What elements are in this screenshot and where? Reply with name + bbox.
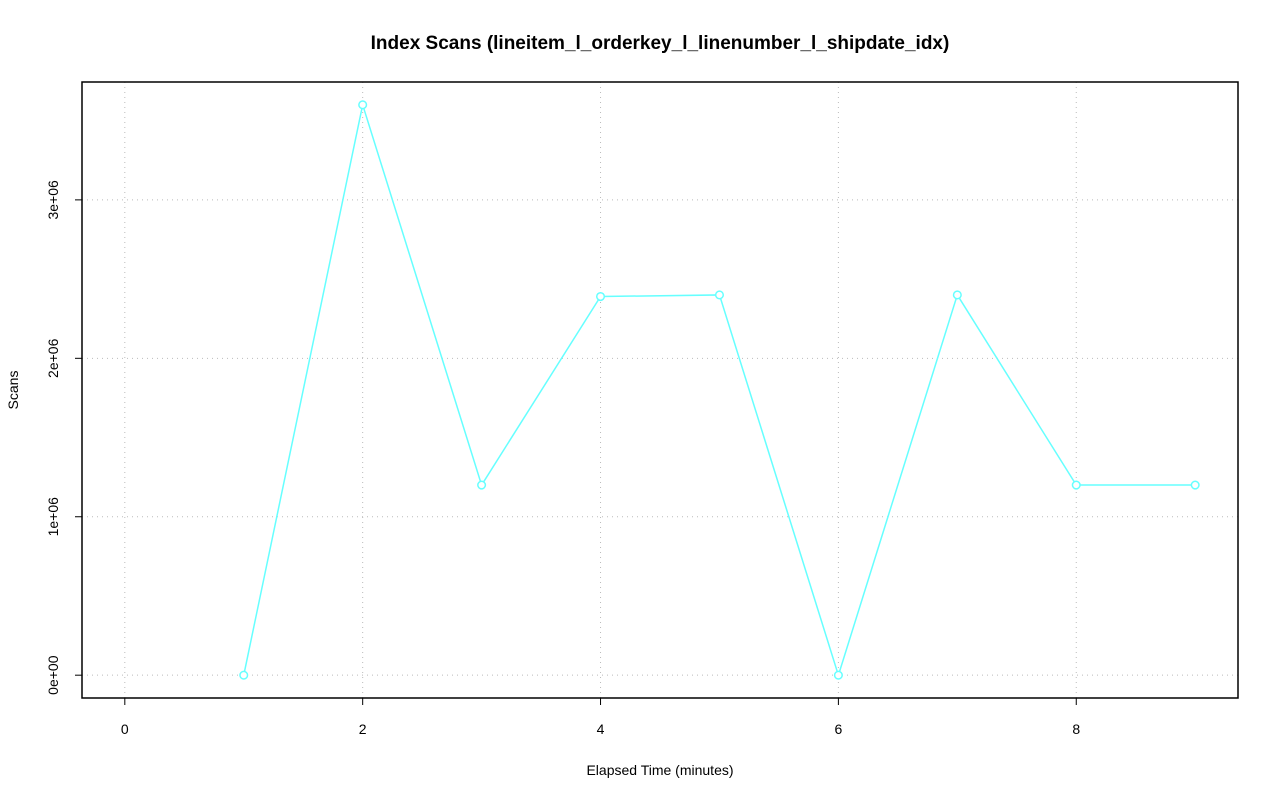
point xyxy=(1190,480,1200,490)
x-tick-label: 8 xyxy=(1072,721,1080,737)
point xyxy=(595,291,606,302)
point xyxy=(833,670,843,680)
point xyxy=(477,480,487,490)
x-tick-label: 6 xyxy=(834,721,842,737)
point xyxy=(239,670,249,680)
y-tick-label: 0e+00 xyxy=(45,655,61,695)
x-tick-label: 4 xyxy=(597,721,605,737)
point xyxy=(714,290,725,300)
x-tick-label: 0 xyxy=(121,721,129,737)
y-axis-label: Scans xyxy=(5,371,21,410)
y-tick-label: 1e+06 xyxy=(45,497,61,537)
plot-frame xyxy=(81,81,1239,699)
point xyxy=(1071,480,1081,490)
y-tick-label: 3e+06 xyxy=(45,180,61,220)
point xyxy=(358,100,368,110)
point xyxy=(952,290,962,300)
series-line xyxy=(243,101,1196,678)
x-axis-label: Elapsed Time (minutes) xyxy=(586,762,733,778)
chart-title: Index Scans (lineitem_l_orderkey_l_linen… xyxy=(371,33,950,54)
x-tick-label: 2 xyxy=(359,721,367,737)
y-tick-label: 2e+06 xyxy=(45,338,61,378)
